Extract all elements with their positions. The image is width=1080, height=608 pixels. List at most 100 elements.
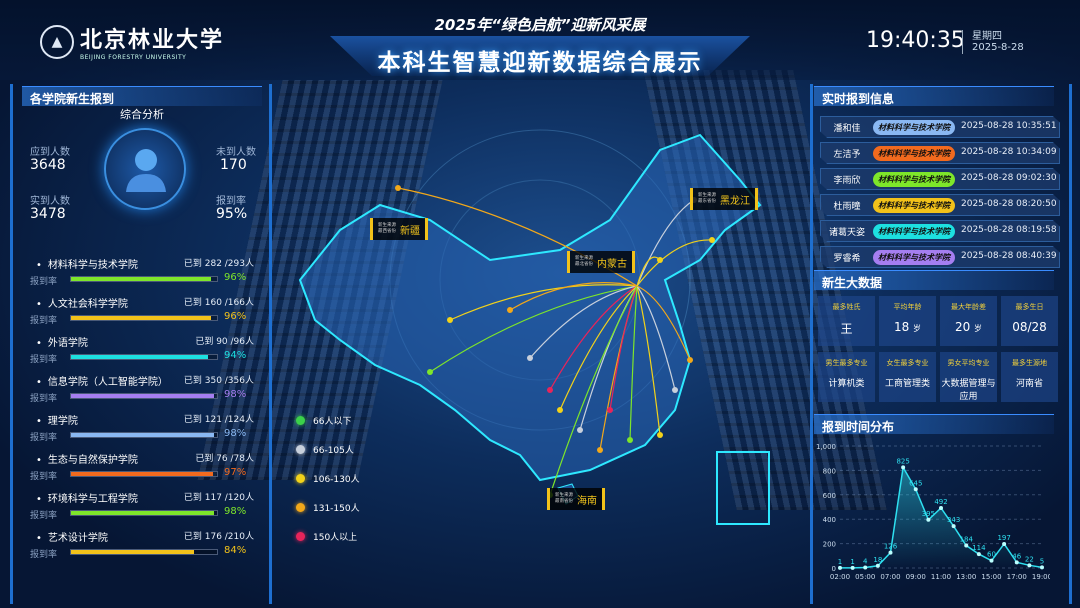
stat-value: 08/28 (1001, 320, 1058, 334)
origin-point[interactable] (672, 387, 678, 393)
tag-caption: 新生来源 最东省份 (698, 193, 716, 204)
data-point[interactable] (838, 565, 842, 570)
header: ▲ 北京林业大学 BEIJING FORESTRY UNIVERSITY 202… (0, 0, 1080, 80)
college-badge: 材料科学与技术学院 (873, 224, 955, 239)
legend-item: 131-150人 (296, 501, 360, 514)
map-shape (298, 133, 762, 482)
progress-fill (71, 355, 209, 359)
college-name: 艺术设计学院 (36, 529, 108, 544)
college-count: 已到 176 /210人 (183, 532, 254, 542)
origin-point[interactable] (507, 307, 513, 313)
data-point[interactable] (964, 543, 969, 548)
data-point[interactable] (1014, 560, 1019, 565)
data-point[interactable] (926, 517, 931, 522)
university-logo: ▲ 北京林业大学 BEIJING FORESTRY UNIVERSITY (40, 22, 224, 61)
origin-point[interactable] (527, 355, 533, 361)
realtime-row[interactable]: 左洁予 材料科学与技术学院 2025-08-28 10:34:09 (820, 142, 1060, 164)
progress-fill (71, 394, 215, 398)
data-point[interactable] (888, 550, 893, 555)
data-point[interactable] (1027, 563, 1032, 568)
origin-point[interactable] (657, 432, 663, 438)
legend-label: 66人以下 (313, 417, 352, 427)
progress-fill (71, 277, 212, 281)
origin-point[interactable] (395, 185, 401, 191)
stat-unit: 岁 (974, 324, 983, 333)
origin-point[interactable] (427, 369, 433, 375)
rate-label: 报到率 (30, 277, 58, 287)
stat-value: 工商管理类 (879, 378, 936, 391)
progress-fill (71, 433, 215, 437)
progress-fill (71, 511, 215, 515)
legend-item: 66人以下 (296, 414, 351, 427)
data-label: 60 (987, 551, 996, 559)
data-label: 395 (922, 510, 935, 518)
progress-bar (70, 510, 218, 516)
realtime-row[interactable]: 李雨欣 材料科学与技术学院 2025-08-28 09:02:30 (820, 168, 1060, 190)
data-point[interactable] (863, 565, 868, 570)
origin-point[interactable] (597, 447, 603, 453)
college-rate: 98% (224, 389, 247, 400)
legend-dot-icon (296, 445, 305, 454)
origin-point[interactable] (447, 317, 453, 323)
data-point[interactable] (1040, 565, 1044, 570)
origin-point[interactable] (657, 257, 663, 263)
origin-point[interactable] (687, 357, 693, 363)
stat-label: 平均年龄 (893, 303, 922, 311)
rate-label: 报到率 (30, 511, 58, 521)
legend-label: 150人以上 (313, 533, 358, 543)
college-name: 环境科学与工程学院 (36, 490, 138, 505)
data-point[interactable] (939, 505, 943, 510)
data-point[interactable] (1002, 541, 1007, 546)
realtime-row[interactable]: 杜雨曈 材料科学与技术学院 2025-08-28 08:20:50 (820, 194, 1060, 216)
data-point[interactable] (875, 563, 880, 568)
stat-card: 最多姓氏王 (818, 296, 875, 346)
legend-item: 150人以上 (296, 530, 357, 543)
realtime-row[interactable]: 潘和佳 材料科学与技术学院 2025-08-28 10:35:51 (820, 116, 1060, 138)
stat-value: 王 (818, 320, 875, 337)
province-tag[interactable]: 新生来源 最东省份 黑龙江 (690, 188, 758, 210)
province-tag[interactable]: 新生来源 最北省份 内蒙古 (567, 251, 635, 273)
panel-title: 各学院新生报到 (22, 86, 262, 106)
origin-point[interactable] (627, 437, 633, 443)
data-point[interactable] (850, 565, 855, 570)
data-point[interactable] (901, 465, 906, 470)
origin-point[interactable] (709, 237, 715, 243)
origin-point[interactable] (547, 387, 553, 393)
province-name: 内蒙古 (597, 258, 627, 270)
origin-point[interactable] (577, 427, 583, 433)
college-count: 已到 350 /356人 (183, 376, 254, 386)
college-name: 材料科学与技术学院 (36, 256, 138, 271)
province-tag[interactable]: 新生来源 最南省份 海南 (547, 488, 605, 510)
college-count: 已到 121 /124人 (183, 415, 254, 425)
origin-point[interactable] (557, 407, 563, 413)
data-point[interactable] (951, 524, 956, 529)
rate-label: 报到率 (30, 472, 58, 482)
data-label: 492 (934, 498, 947, 506)
province-tag[interactable]: 新生来源 最西省份 新疆 (370, 218, 428, 240)
data-label: 825 (896, 457, 909, 465)
college-rate: 84% (224, 545, 247, 556)
data-point[interactable] (913, 487, 918, 492)
legend-dot-icon (296, 416, 305, 425)
progress-bar (70, 315, 218, 321)
data-point[interactable] (989, 558, 994, 563)
stat-value-text: 18 (893, 320, 910, 334)
stat-card: 平均年龄 18 岁 (879, 296, 936, 346)
origin-point[interactable] (607, 407, 613, 413)
legend-label: 66-105人 (313, 446, 354, 456)
stat-value-text: 计算机类 (828, 379, 865, 389)
data-point[interactable] (976, 552, 981, 557)
realtime-row[interactable]: 罗睿希 材料科学与技术学院 2025-08-28 08:40:39 (820, 246, 1060, 268)
realtime-row[interactable]: 诸葛天姿 材料科学与技术学院 2025-08-28 08:19:58 (820, 220, 1060, 242)
data-label: 1 (850, 558, 854, 566)
